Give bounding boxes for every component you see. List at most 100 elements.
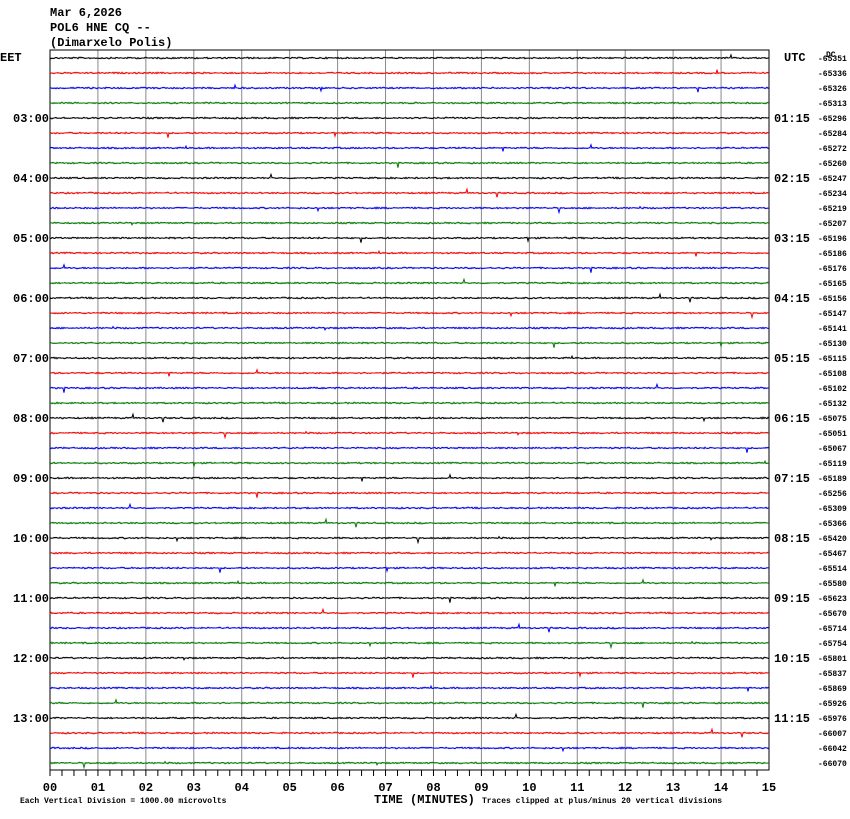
trace [49,161,770,168]
dc-value: -65234 [818,190,847,199]
trace [49,607,770,615]
dc-value: -65141 [818,325,847,334]
right-axis-label: UTC [784,51,806,65]
trace [49,341,770,348]
left-hour-label: 10:00 [13,532,49,546]
left-hour-label: 05:00 [13,232,49,246]
dc-value: -66042 [818,745,847,754]
left-hour-label: 09:00 [13,472,49,486]
frame [49,49,770,771]
right-hour-label: 02:15 [774,172,810,186]
dc-value: -65714 [818,625,847,634]
trace [49,368,770,377]
trace [49,412,770,423]
dc-value: -65165 [818,280,847,289]
dc-value: -65186 [818,250,847,259]
scale-note: Each Vertical Division = 1000.00 microvo… [20,797,227,806]
trace [49,640,770,650]
dc-value: -65366 [818,520,847,529]
right-hour-label: 10:15 [774,652,810,666]
right-hour-label: 03:15 [774,232,810,246]
x-tick-label: 10 [522,781,536,795]
trace [49,143,770,152]
dc-value: -65119 [818,460,847,469]
right-hour-label: 11:15 [774,712,810,726]
x-tick-label: 11 [570,781,584,795]
dc-value: -65260 [818,160,847,169]
trace [49,292,770,303]
trace [49,69,770,75]
left-hour-label: 11:00 [13,592,49,606]
dc-value: -65754 [818,640,847,649]
x-tick-label: 08 [426,781,440,795]
dc-value: -65670 [818,610,847,619]
x-tick-label: 01 [91,781,105,795]
dc-value: -65108 [818,370,847,379]
trace [49,236,770,243]
dc-value: -65207 [818,220,847,229]
trace [49,187,770,198]
trace [49,578,770,587]
dc-value: -65130 [818,340,847,349]
trace [49,491,770,498]
x-tick-label: 12 [618,781,632,795]
x-axis-label: TIME (MINUTES) [374,793,475,807]
trace [49,277,769,285]
trace [49,53,770,60]
dc-value: -65102 [818,385,847,394]
dc-value: -65467 [818,550,847,559]
x-tick-label: 09 [474,781,488,795]
dc-value: -65132 [818,400,847,409]
trace [50,401,770,405]
dc-value: -65623 [818,595,847,604]
dc-value: -65219 [818,205,847,214]
trace [49,656,770,661]
left-hour-label: 12:00 [13,652,49,666]
x-tick-label: 07 [378,781,392,795]
dc-value: -65196 [818,235,847,244]
x-tick-label: 02 [139,781,153,795]
trace [49,263,769,273]
dc-value: -65313 [818,100,847,109]
trace [49,205,769,215]
dc-value: -65115 [818,355,847,364]
trace [49,746,770,753]
trace [49,459,770,468]
left-axis-label: EET [0,51,22,65]
right-hour-label: 07:15 [774,472,810,486]
dc-value: -65156 [818,295,847,304]
x-tick-label: 06 [330,781,344,795]
left-hour-label: 04:00 [13,172,49,186]
trace [49,473,770,482]
trace [49,596,770,603]
left-hour-label: 03:00 [13,112,49,126]
right-hour-label: 04:15 [774,292,810,306]
trace [49,727,770,738]
dc-value: -65336 [818,70,847,79]
x-tick-label: 03 [187,781,201,795]
trace [50,671,770,678]
dc-value: -65247 [818,175,847,184]
dc-value: -65837 [818,670,847,679]
right-hour-label: 08:15 [774,532,810,546]
trace [49,83,770,93]
trace [49,325,769,331]
dc-value: -65514 [818,565,847,574]
x-tick-label: 00 [43,781,57,795]
trace [49,517,769,528]
dc-value: -65147 [818,310,847,319]
dc-value: -65976 [818,715,847,724]
dc-value: -65051 [818,430,847,439]
clip-note: Traces clipped at plus/minus 20 vertical… [482,797,722,806]
dc-label: DC [826,51,836,60]
trace [49,221,770,226]
trace [49,684,770,692]
dc-value: -65580 [818,580,847,589]
x-tick-label: 14 [714,781,728,795]
left-hour-label: 06:00 [13,292,49,306]
x-tick-label: 13 [666,781,680,795]
trace [49,535,770,545]
dc-value: -65326 [818,85,847,94]
trace [50,566,770,573]
